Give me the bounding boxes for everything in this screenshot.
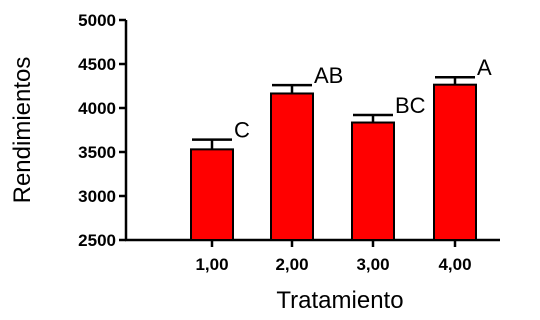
y-tick-label: 2500	[78, 231, 116, 250]
y-tick-label: 4000	[78, 99, 116, 118]
y-tick-label: 5000	[78, 11, 116, 30]
x-tick-label: 4,00	[438, 255, 471, 274]
y-tick-label: 4500	[78, 55, 116, 74]
y-tick-label: 3500	[78, 143, 116, 162]
x-tick-label: 1,00	[195, 255, 228, 274]
y-axis-title: Rendimientos	[9, 57, 36, 204]
y-axis: 2500 3000 3500 4000 4500 5000	[78, 11, 128, 250]
bar	[351, 121, 395, 241]
bars	[190, 83, 477, 242]
bar	[270, 92, 314, 242]
significance-label: AB	[314, 63, 343, 88]
error-bars	[192, 75, 475, 150]
significance-label: BC	[395, 93, 426, 118]
x-tick-label: 2,00	[275, 255, 308, 274]
annotations: C AB BC A	[234, 55, 492, 142]
x-tick-label: 3,00	[356, 255, 389, 274]
bar	[190, 148, 234, 241]
significance-label: A	[477, 55, 492, 80]
y-tick-label: 3000	[78, 187, 116, 206]
x-axis: 1,00 2,00 3,00 4,00	[125, 238, 500, 274]
bar	[433, 83, 477, 242]
x-axis-title: Tratamiento	[276, 287, 403, 314]
significance-label: C	[234, 118, 250, 143]
